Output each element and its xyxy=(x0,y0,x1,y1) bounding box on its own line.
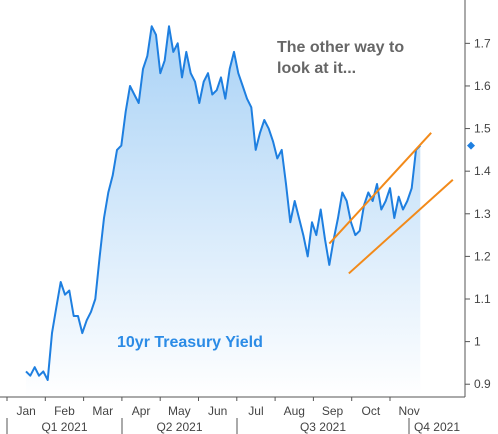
y-tick-label: 1.1 xyxy=(474,292,491,306)
x-axis-ticks: Jan Feb Mar Apr May Jun Jul Aug Sep Oct Nov xyxy=(6,397,420,418)
y-tick-label: 1.6 xyxy=(474,79,491,93)
x-tick-label: Sep xyxy=(322,404,344,418)
quarter-label: Q4 2021 xyxy=(414,420,460,434)
plot-area xyxy=(25,25,454,398)
y-tick-label: 1 xyxy=(474,335,481,349)
x-tick-label: Jun xyxy=(208,404,227,418)
series-label: 10yr Treasury Yield xyxy=(117,334,263,351)
x-tick-label: Oct xyxy=(362,404,381,418)
channel-lower-line xyxy=(348,178,454,275)
y-tick-label: 0.9 xyxy=(474,377,491,391)
x-tick-label: Apr xyxy=(132,404,151,418)
x-tick-label: Feb xyxy=(54,404,75,418)
quarter-label: Q3 2021 xyxy=(300,420,346,434)
y-axis-ticks: 0.9 1 1.1 1.2 1.3 1.4 1.5 1.6 1.7 xyxy=(465,36,491,391)
yield-area-fill xyxy=(26,26,421,398)
annotation-line-2: look at it... xyxy=(277,60,356,77)
y-tick-label: 1.7 xyxy=(474,36,491,50)
x-tick-label: Mar xyxy=(92,404,113,418)
x-tick-label: Nov xyxy=(398,404,419,418)
y-tick-label: 1.2 xyxy=(474,249,491,263)
quarter-labels: Q1 2021 Q2 2021 Q3 2021 Q4 2021 xyxy=(6,418,460,434)
y-tick-label: 1.4 xyxy=(474,164,491,178)
y-tick-label: 1.3 xyxy=(474,207,491,221)
y-tick-label: 1.5 xyxy=(474,122,491,136)
annotation-line-1: The other way to xyxy=(277,39,404,56)
last-value-marker xyxy=(467,141,475,150)
quarter-label: Q2 2021 xyxy=(156,420,202,434)
trend-channel xyxy=(328,132,454,275)
channel-upper-line xyxy=(328,132,432,245)
yield-series-line xyxy=(25,25,422,381)
quarter-label: Q1 2021 xyxy=(41,420,87,434)
x-tick-label: Aug xyxy=(284,404,305,418)
x-tick-label: May xyxy=(168,404,191,418)
x-tick-label: Jan xyxy=(16,404,35,418)
x-tick-label: Jul xyxy=(248,404,263,418)
